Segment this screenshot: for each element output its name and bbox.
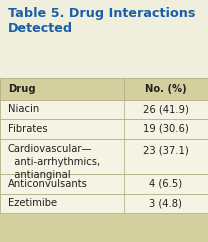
Text: Table 5. Drug Interactions
Detected: Table 5. Drug Interactions Detected [8,7,195,36]
Text: 3 (4.8): 3 (4.8) [149,198,182,208]
Bar [0,138,208,174]
Text: 4 (6.5): 4 (6.5) [149,179,182,189]
Text: No. (%): No. (%) [145,84,187,94]
Bar [0,99,208,119]
Text: Anticonvulsants: Anticonvulsants [8,179,88,189]
Bar [0,174,208,194]
Bar [0,0,208,78]
Bar [0,194,208,213]
Text: Ezetimibe: Ezetimibe [8,198,57,208]
Text: Drug: Drug [8,84,36,94]
Bar [0,119,208,138]
Text: Niacin: Niacin [8,104,39,114]
Text: Cardiovascular—
  anti-arrhythmics,
  antianginal: Cardiovascular— anti-arrhythmics, antian… [8,144,100,180]
Text: 19 (30.6): 19 (30.6) [143,124,189,134]
Text: 23 (37.1): 23 (37.1) [143,145,189,155]
Bar [0,78,208,99]
Text: 26 (41.9): 26 (41.9) [143,104,189,114]
Text: Fibrates: Fibrates [8,124,48,134]
